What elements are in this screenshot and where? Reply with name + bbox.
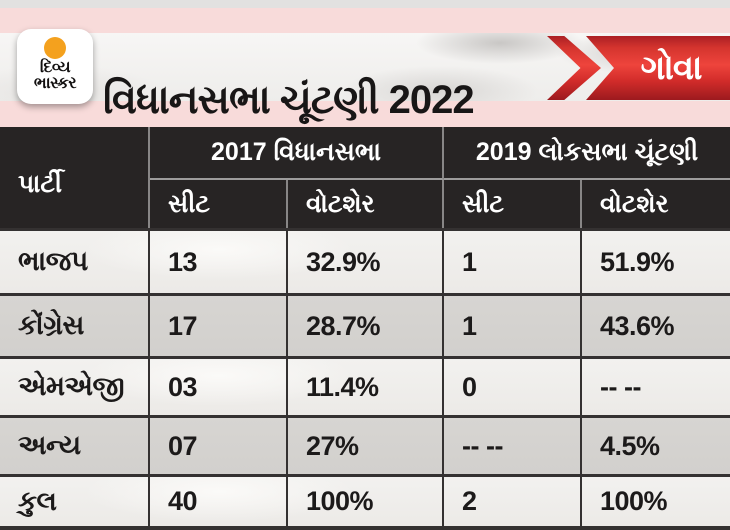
col-group-2019: 2019 લોકસભા ચૂંટણી (444, 127, 730, 180)
cell-seat-2017: 03 (150, 359, 288, 415)
logo-sun-icon (44, 37, 66, 59)
table-header: પાર્ટી 2017 વિધાનસભા 2019 લોકસભા ચૂંટણી … (0, 127, 730, 228)
cell-voteshare-2017: 11.4% (288, 359, 444, 415)
results-table: પાર્ટી 2017 વિધાનસભા 2019 લોકસભા ચૂંટણી … (0, 127, 730, 530)
cell-voteshare-2017: 32.9% (288, 231, 444, 293)
logo-line1: દિવ્ય (39, 59, 71, 76)
brand-logo: દિવ્ય ભાસ્કર (17, 29, 93, 104)
cell-voteshare-2019: -- -- (600, 371, 641, 402)
cell-seat-2019: 1 (444, 231, 582, 293)
table-row: અન્ય 07 27% -- -- 4.5% (0, 415, 730, 474)
cell-party: અન્ય (0, 418, 150, 474)
logo-line2: ભાસ્કર (33, 75, 77, 92)
table-row: ભાજપ 13 32.9% 1 51.9% (0, 228, 730, 293)
cell-voteshare-2017: 27% (288, 418, 444, 474)
cell-seat-2017: 17 (150, 296, 288, 356)
cell-seat-2017: 07 (150, 418, 288, 474)
cell-seat-2019: 0 (444, 359, 582, 415)
col-header-seat-2017: સીટ (150, 180, 288, 228)
logo-wordmark: દિવ્ય ભાસ્કર (33, 59, 77, 92)
cell-seat-2019: 1 (444, 296, 582, 356)
cell-seat-2017: 40 (150, 477, 288, 526)
cell-voteshare-2017: 28.7% (288, 296, 444, 356)
cell-party: એમએજી (0, 359, 150, 415)
col-header-party: પાર્ટી (0, 127, 150, 228)
table-row: કોંગ્રેસ 17 28.7% 1 43.6% (0, 293, 730, 356)
col-header-voteshare-2019: વોટશેર (600, 189, 669, 218)
table-body: ભાજપ 13 32.9% 1 51.9% કોંગ્રેસ 17 28.7% … (0, 228, 730, 530)
cell-voteshare-2019: 51.9% (600, 246, 675, 277)
col-group-2017: 2017 વિધાનસભા (150, 127, 444, 180)
cell-voteshare-2019: 43.6% (600, 310, 675, 341)
region-label: ગોવા (640, 48, 703, 87)
cell-seat-2019: 2 (444, 477, 582, 526)
col-header-voteshare-2017: વોટશેર (288, 180, 444, 228)
table-row: એમએજી 03 11.4% 0 -- -- (0, 356, 730, 415)
cell-seat-2017: 13 (150, 231, 288, 293)
cell-voteshare-2017: 100% (288, 477, 444, 526)
cell-party: કુલ (0, 477, 150, 526)
col-header-seat-2019: સીટ (444, 180, 582, 228)
cell-voteshare-2019: 4.5% (600, 430, 660, 461)
page-title: વિધાનસભા ચૂંટણી 2022 (103, 77, 475, 122)
cell-seat-2019: -- -- (444, 418, 582, 474)
cell-voteshare-2019: 100% (600, 486, 668, 516)
cell-party: ભાજપ (0, 231, 150, 293)
table-row-total: કુલ 40 100% 2 100% (0, 474, 730, 530)
cell-party: કોંગ્રેસ (0, 296, 150, 356)
top-gray-strip (0, 0, 730, 8)
